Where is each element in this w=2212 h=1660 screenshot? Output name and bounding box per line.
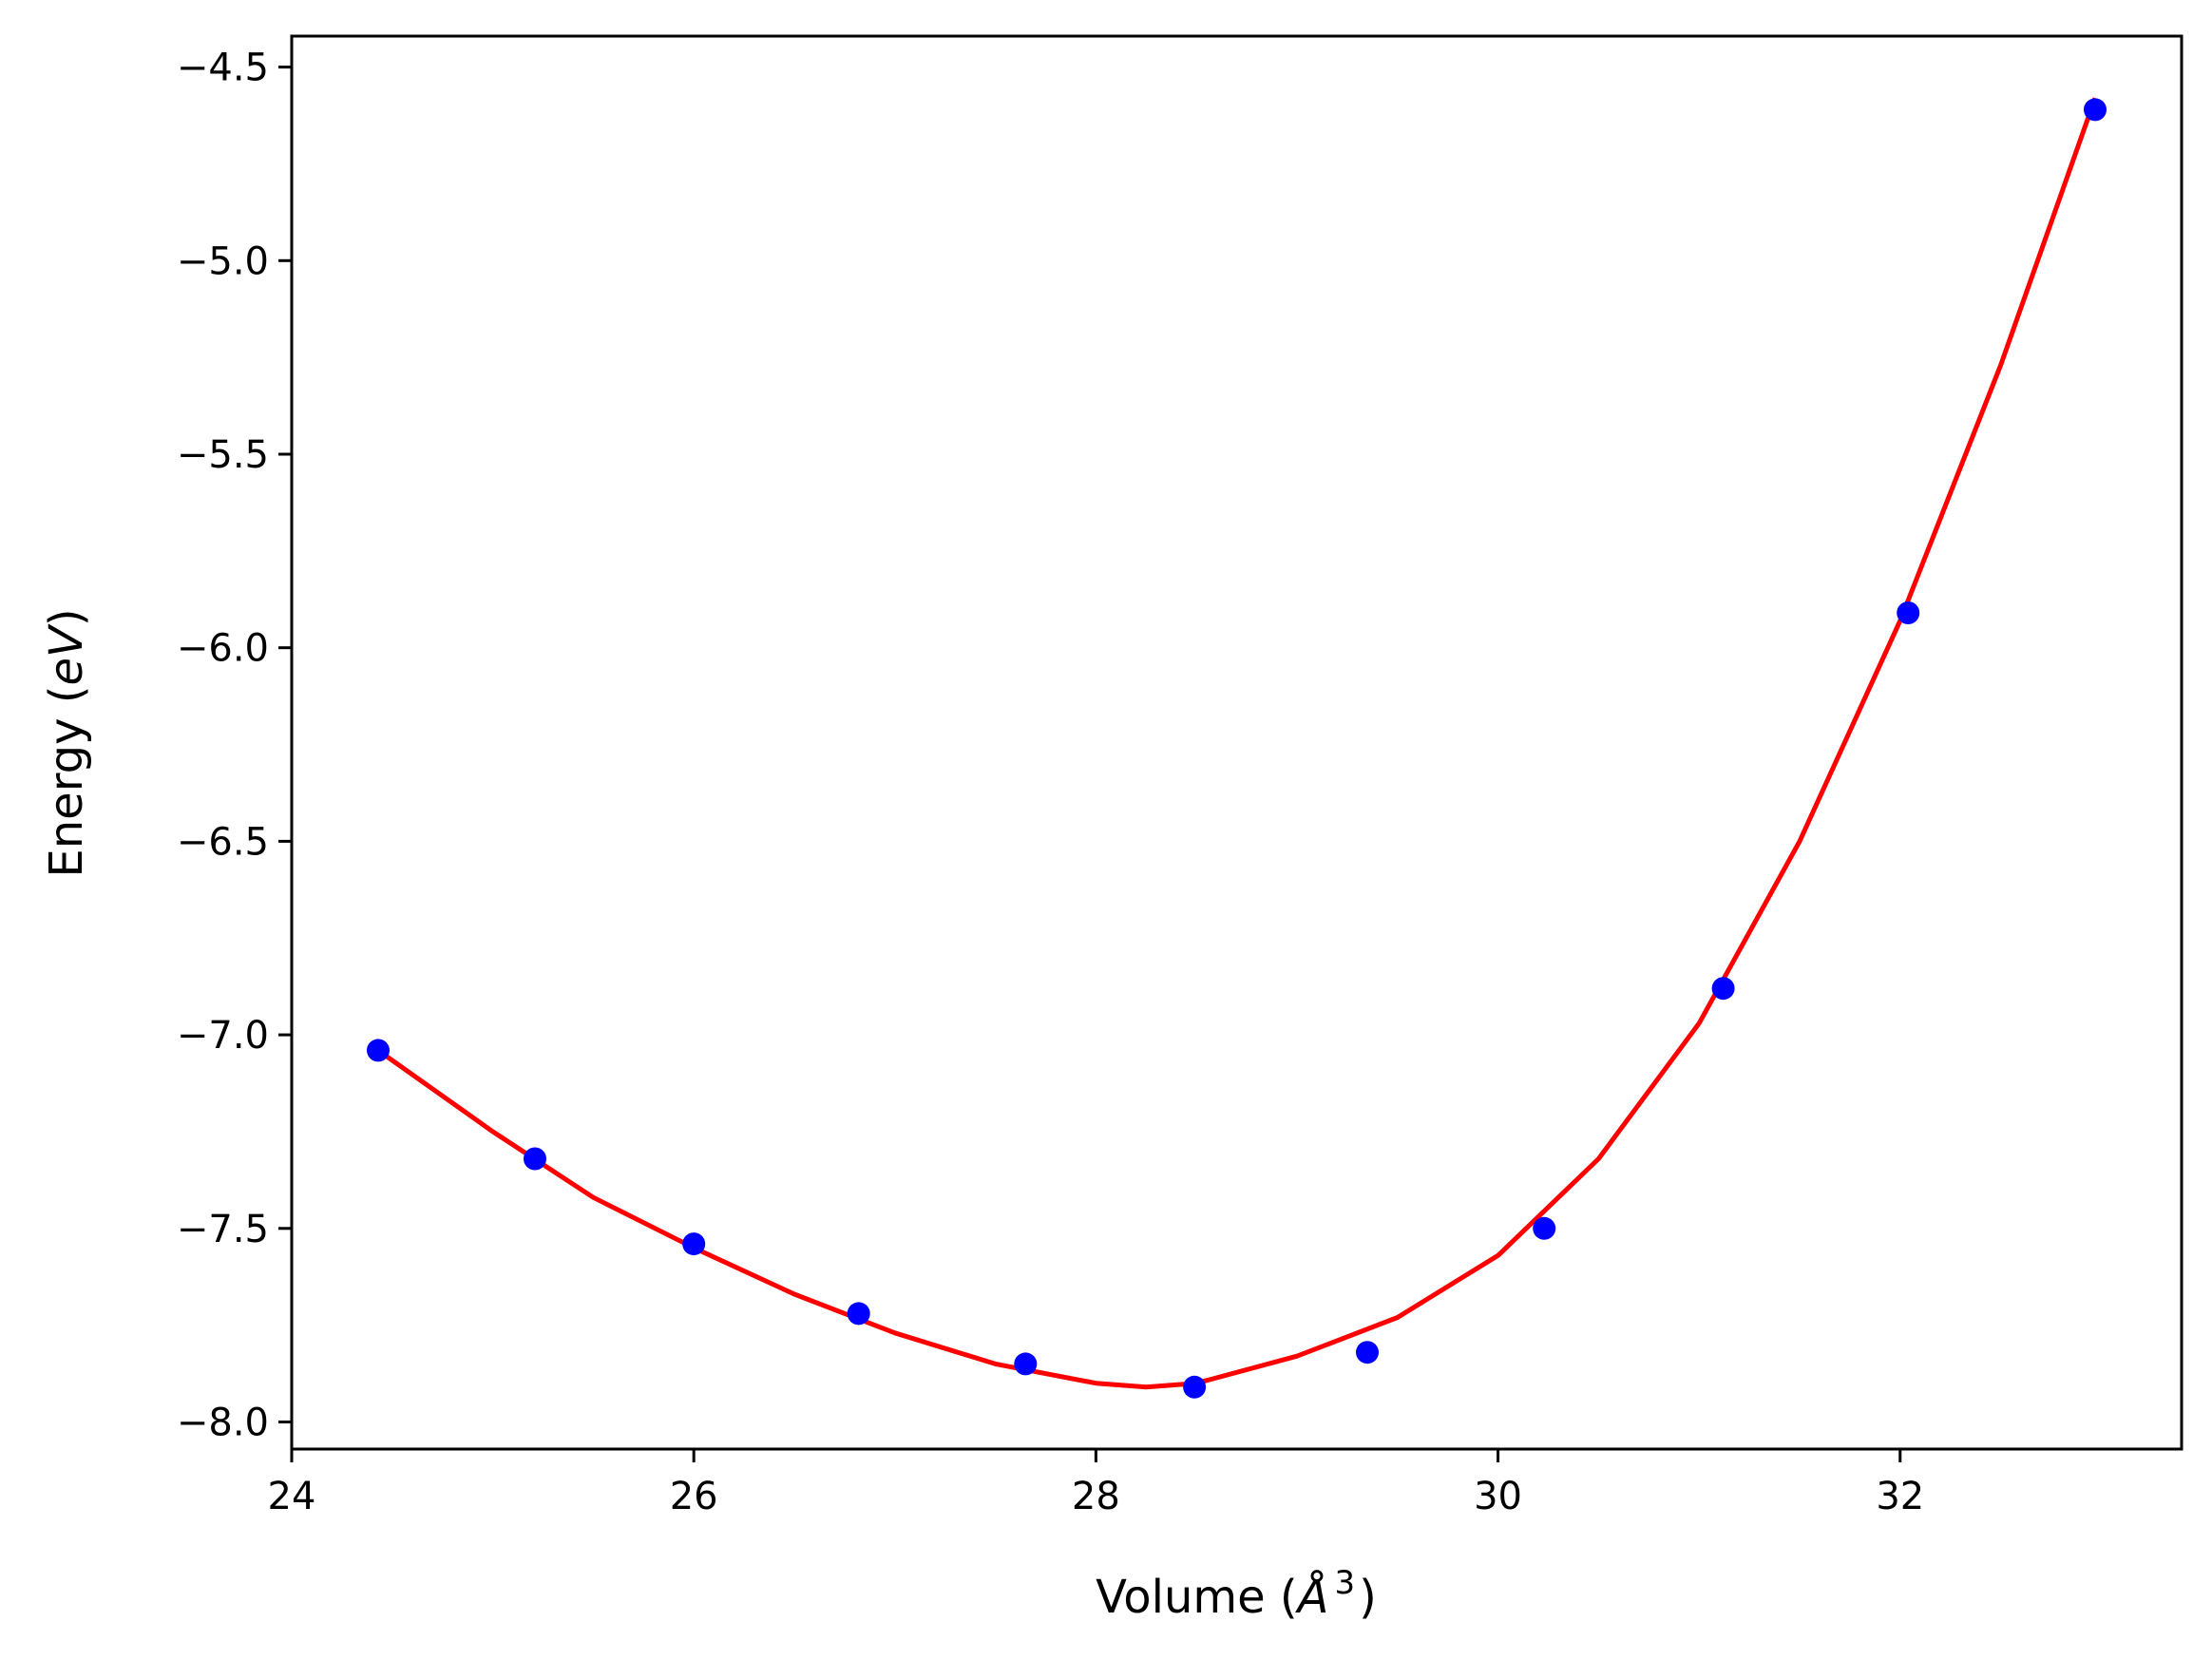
plot-frame	[290, 34, 2183, 1451]
x-tick-label: 32	[1876, 1475, 1924, 1518]
y-tick-label: −4.5	[177, 47, 269, 90]
plot-background	[292, 36, 2182, 1449]
y-tick-label: −6.5	[177, 820, 269, 864]
y-tick-label: −5.5	[177, 433, 269, 477]
y-tick-label: −7.5	[177, 1208, 269, 1251]
x-axis-label-sup: 3	[1334, 1564, 1355, 1602]
y-tick-label: −6.0	[177, 627, 269, 671]
data-point	[1356, 1341, 1379, 1364]
data-points-layer	[367, 98, 2107, 1399]
data-point	[1014, 1352, 1038, 1376]
data-point	[847, 1302, 870, 1326]
x-tick-label: 28	[1072, 1475, 1120, 1518]
y-axis-ticks: −4.5 −5.0 −5.5 −6.0 −6.5 −7.0 −7.5 −8.0	[177, 47, 292, 1444]
y-axis-label: Energy (eV)	[40, 608, 93, 877]
x-axis-label-math: Å	[1295, 1570, 1329, 1624]
x-tick-label: 30	[1474, 1475, 1522, 1518]
data-point	[1711, 977, 1735, 1001]
x-axis-label-suffix: )	[1359, 1571, 1377, 1624]
data-point	[1533, 1216, 1556, 1240]
y-tick-label: −8.0	[177, 1401, 269, 1444]
data-point	[1183, 1375, 1207, 1399]
data-point	[1897, 601, 1920, 624]
x-axis-label: Volume (Å 3)	[1096, 1564, 1377, 1624]
y-axis-label-prefix: Energy (	[40, 686, 93, 878]
y-tick-label: −5.0	[177, 239, 269, 283]
x-tick-label: 26	[670, 1475, 718, 1518]
data-point	[682, 1232, 706, 1256]
y-axis-label-math: eV	[40, 623, 93, 686]
y-tick-label: −7.0	[177, 1014, 269, 1058]
data-point	[367, 1039, 390, 1062]
x-axis-label-prefix: Volume (	[1096, 1571, 1298, 1624]
data-point	[2084, 98, 2107, 122]
x-tick-label: 24	[268, 1475, 316, 1518]
x-axis-ticks: 24 26 28 30 32	[268, 1449, 1924, 1518]
data-point	[524, 1147, 546, 1171]
y-axis-label-suffix: )	[40, 608, 93, 626]
